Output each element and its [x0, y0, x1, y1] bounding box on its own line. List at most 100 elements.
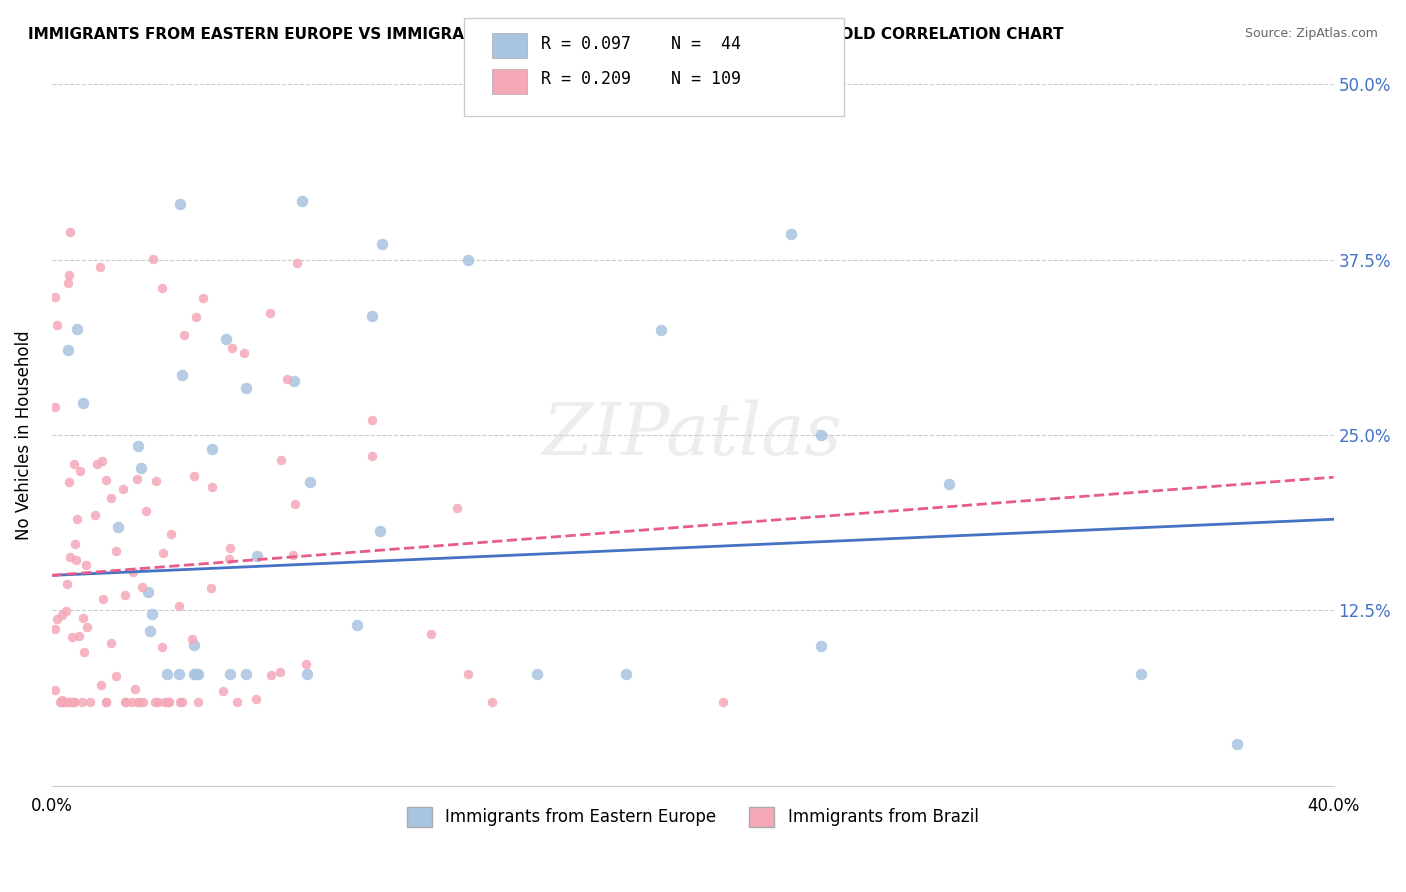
Point	[63, 695, 86, 709]
Point	[58, 475, 80, 489]
Point	[191, 291, 214, 305]
Point	[44, 290, 66, 304]
Point	[170, 368, 193, 382]
Point	[361, 449, 384, 463]
Point	[156, 666, 179, 681]
Point	[367, 49, 389, 63]
Point	[183, 469, 205, 483]
Point	[218, 541, 240, 556]
Point	[111, 482, 134, 496]
Point	[55, 604, 77, 618]
Point	[90, 678, 112, 692]
Point	[141, 607, 163, 621]
Legend: Immigrants from Eastern Europe, Immigrants from Brazil: Immigrants from Eastern Europe, Immigran…	[399, 800, 986, 833]
Point	[155, 695, 177, 709]
Point	[295, 657, 318, 672]
Point	[291, 194, 314, 208]
Point	[51, 607, 73, 622]
Point	[59, 549, 82, 564]
Point	[297, 666, 319, 681]
Point	[419, 626, 441, 640]
Point	[60, 631, 83, 645]
Point	[90, 453, 112, 467]
Point	[114, 589, 136, 603]
Text: IMMIGRANTS FROM EASTERN EUROPE VS IMMIGRANTS FROM BRAZIL NO VEHICLES IN HOUSEHOL: IMMIGRANTS FROM EASTERN EUROPE VS IMMIGR…	[28, 27, 1063, 42]
Point	[180, 632, 202, 647]
Point	[810, 428, 832, 442]
Point	[276, 372, 298, 386]
Point	[246, 549, 269, 563]
Point	[218, 552, 240, 566]
Point	[215, 332, 238, 346]
Point	[1130, 666, 1153, 681]
Point	[614, 666, 637, 681]
Point	[72, 611, 94, 625]
Point	[51, 693, 73, 707]
Point	[361, 309, 384, 323]
Point	[56, 577, 79, 591]
Point	[127, 695, 149, 709]
Point	[481, 695, 503, 709]
Point	[281, 549, 304, 563]
Point	[170, 695, 193, 709]
Point	[269, 665, 291, 680]
Point	[1226, 737, 1249, 751]
Point	[526, 666, 548, 681]
Point	[69, 464, 91, 478]
Point	[96, 695, 118, 709]
Point	[121, 695, 143, 709]
Point	[235, 666, 257, 681]
Point	[127, 472, 149, 486]
Point	[150, 281, 173, 295]
Text: R = 0.209    N = 109: R = 0.209 N = 109	[541, 70, 741, 88]
Point	[60, 695, 83, 709]
Point	[200, 581, 222, 595]
Point	[183, 638, 205, 652]
Point	[124, 682, 146, 697]
Point	[58, 695, 80, 709]
Point	[135, 504, 157, 518]
Point	[169, 666, 191, 681]
Point	[169, 695, 191, 709]
Point	[115, 695, 138, 709]
Point	[65, 553, 87, 567]
Point	[51, 695, 73, 709]
Point	[52, 695, 75, 709]
Text: Source: ZipAtlas.com: Source: ZipAtlas.com	[1244, 27, 1378, 40]
Point	[96, 695, 118, 709]
Point	[336, 68, 359, 82]
Point	[65, 322, 87, 336]
Point	[63, 695, 86, 709]
Point	[221, 341, 243, 355]
Point	[86, 457, 108, 471]
Point	[152, 546, 174, 560]
Point	[212, 684, 235, 698]
Point	[67, 629, 90, 643]
Point	[232, 346, 254, 360]
Point	[132, 695, 155, 709]
Point	[44, 400, 66, 414]
Point	[145, 695, 167, 709]
Point	[72, 396, 94, 410]
Point	[127, 439, 149, 453]
Point	[173, 327, 195, 342]
Point	[346, 617, 368, 632]
Point	[55, 695, 77, 709]
Point	[219, 666, 242, 681]
Point	[56, 343, 79, 357]
Point	[284, 497, 307, 511]
Point	[58, 695, 80, 709]
Point	[107, 519, 129, 533]
Point	[201, 442, 224, 457]
Point	[56, 276, 79, 290]
Point	[79, 695, 101, 709]
Point	[48, 695, 70, 709]
Point	[152, 640, 174, 655]
Point	[159, 527, 181, 541]
Point	[711, 695, 734, 709]
Point	[73, 645, 96, 659]
Point	[446, 501, 468, 516]
Point	[184, 310, 207, 324]
Point	[259, 306, 281, 320]
Point	[75, 558, 97, 572]
